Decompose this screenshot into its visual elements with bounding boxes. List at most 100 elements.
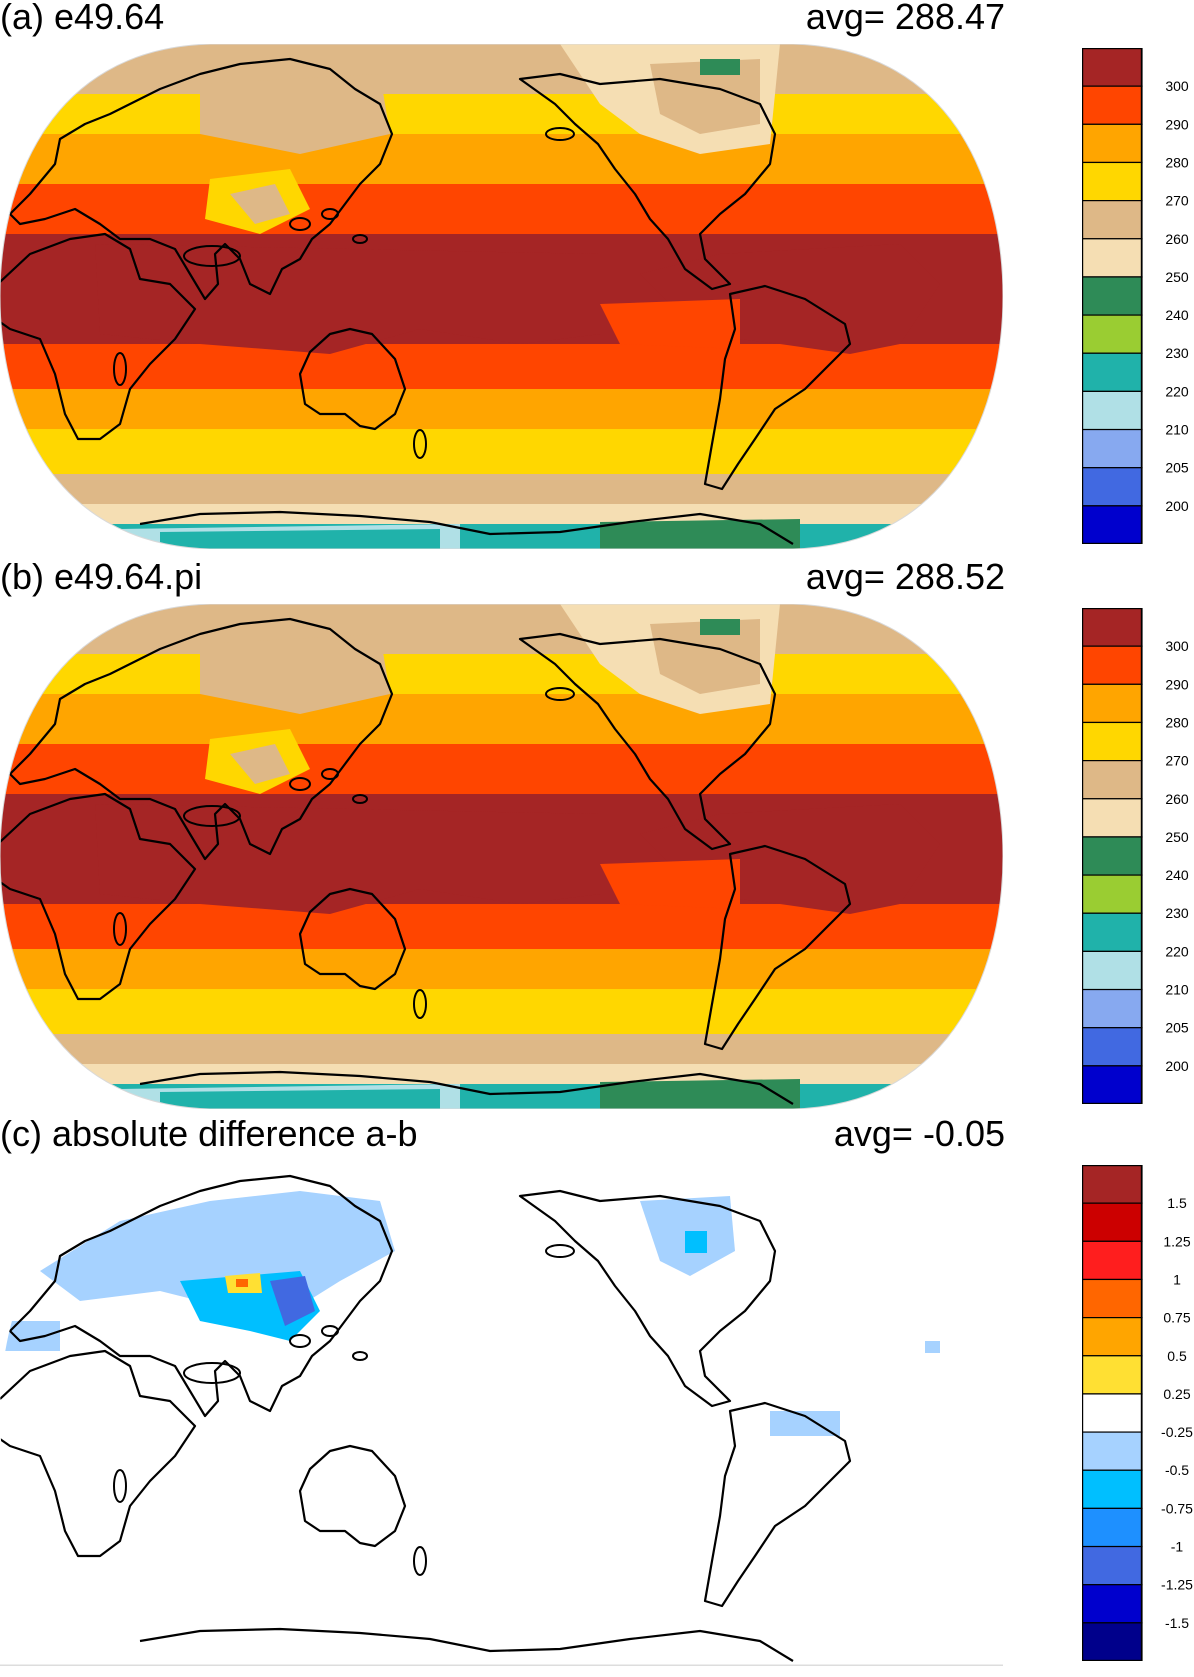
legend-label: 205 <box>1165 1020 1189 1036</box>
legend-label: -1.5 <box>1165 1615 1189 1631</box>
legend-swatch <box>1082 467 1143 507</box>
legend-label: 260 <box>1165 231 1189 247</box>
temperature-band <box>0 694 1003 744</box>
legend-swatch <box>1082 48 1143 87</box>
coastline-eurasia <box>8 1174 394 1418</box>
island-coastline <box>289 217 311 231</box>
legend-label: 300 <box>1165 78 1189 94</box>
island-coastline <box>352 794 368 804</box>
legend-swatch <box>1082 1469 1143 1509</box>
panel-title: (a) e49.64 <box>0 0 165 37</box>
legend-label: 200 <box>1165 1058 1189 1074</box>
coastline-antarctica <box>139 510 794 545</box>
east-china-cooling-core <box>270 1276 315 1326</box>
legend-swatch <box>1082 760 1143 800</box>
legend-label: -1 <box>1171 1539 1184 1555</box>
island-coastline <box>413 1546 427 1576</box>
temperature-band <box>0 1034 1003 1064</box>
legend-label: -0.75 <box>1161 1500 1193 1516</box>
legend-swatch <box>1082 200 1143 240</box>
legend-swatch <box>1082 683 1143 724</box>
north-america-cooling-core <box>685 1231 707 1253</box>
island-coastline <box>183 805 241 827</box>
legend-swatch <box>1082 1165 1143 1204</box>
legend-frame <box>1082 608 1142 1104</box>
siberia-cold-region <box>200 634 390 714</box>
panel-average: avg= -0.05 <box>833 1113 1005 1154</box>
legend-swatch <box>1082 1622 1143 1661</box>
legend-label: 280 <box>1165 714 1189 730</box>
legend-label: 250 <box>1165 269 1189 285</box>
west-antarctic-region <box>600 519 800 549</box>
legend-label: 210 <box>1165 982 1189 998</box>
panel-b: (b) e49.64.pi avg= 288.52 300 290 280 270 26… <box>0 556 1194 1120</box>
legend-label: -1.25 <box>1161 1577 1193 1593</box>
color-legend: 1.5 1.25 1 0.75 0.5 0.25 -0.25 -0.5 -0.75 -1 -1.25… <box>1082 1165 1193 1661</box>
temperature-band <box>0 1064 1003 1084</box>
coastline-southAmerica <box>703 844 852 1051</box>
greenland-cold-region <box>650 619 760 694</box>
coastline-africa <box>0 1349 197 1558</box>
panel-average: avg= 288.47 <box>805 0 1005 37</box>
atlantic-cooling-spot <box>925 1341 940 1353</box>
antarctic-ice-core <box>160 529 440 549</box>
greenland-cold-region <box>650 59 760 134</box>
legend-swatch <box>1082 645 1143 685</box>
legend-swatch <box>1082 950 1143 991</box>
temperature-band <box>0 44 1003 94</box>
legend-label: 270 <box>1165 193 1189 209</box>
legend-label: 0.25 <box>1163 1386 1190 1402</box>
island-coastline <box>352 1351 368 1361</box>
island-coastline <box>183 245 241 267</box>
legend-label: 230 <box>1165 905 1189 921</box>
coastline-africa <box>0 792 197 1001</box>
legend-label: 205 <box>1165 460 1189 476</box>
tibet-cold-core <box>230 184 290 224</box>
coastline-northAmerica <box>518 1189 777 1408</box>
island-coastline <box>113 912 127 946</box>
temperature-band <box>0 989 1003 1034</box>
temperature-band <box>0 504 1003 524</box>
coastline-antarctica <box>139 1070 794 1105</box>
legend-label: 250 <box>1165 829 1189 845</box>
island-coastline <box>289 777 311 791</box>
legend-label: 230 <box>1165 345 1189 361</box>
greenland-ice-core <box>700 59 740 75</box>
coastline-southAmerica <box>703 1401 852 1608</box>
legend-frame <box>1082 48 1142 544</box>
legend-swatch <box>1082 1317 1143 1357</box>
temperature-band <box>0 429 1003 474</box>
legend-label: 1 <box>1173 1271 1181 1287</box>
legend-swatch <box>1082 1355 1143 1395</box>
legend-label: 290 <box>1165 676 1189 692</box>
island-coastline <box>321 1325 339 1337</box>
temperature-band <box>0 949 1003 989</box>
legend-swatch <box>1082 85 1143 125</box>
island-coastline <box>352 234 368 244</box>
legend-swatch <box>1082 505 1143 544</box>
legend-frame <box>1082 1165 1142 1661</box>
legend-label: 0.75 <box>1163 1310 1190 1326</box>
temperature-band <box>0 389 1003 429</box>
coastline-australia <box>298 1444 407 1548</box>
legend-swatch <box>1082 1507 1143 1548</box>
coastline-northAmerica <box>518 72 777 291</box>
temperature-band <box>0 474 1003 504</box>
world-map-difference <box>0 1161 1003 1666</box>
legend-label: 210 <box>1165 422 1189 438</box>
legend-swatch <box>1082 1278 1143 1319</box>
legend-label: 300 <box>1165 638 1189 654</box>
legend-label: 220 <box>1165 383 1189 399</box>
legend-swatch <box>1082 836 1143 876</box>
coastline-northAmerica <box>518 632 777 851</box>
island-coastline <box>113 352 127 386</box>
legend-label: 240 <box>1165 867 1189 883</box>
legend-label: -0.5 <box>1165 1462 1189 1478</box>
legend-swatch <box>1082 1202 1143 1242</box>
legend-label: 200 <box>1165 498 1189 514</box>
east-pacific-cold-tongue <box>600 859 740 909</box>
coastline-africa <box>0 232 197 441</box>
legend-swatch <box>1082 161 1143 202</box>
coastline-eurasia <box>8 617 394 861</box>
west-antarctic-region <box>600 1079 800 1109</box>
